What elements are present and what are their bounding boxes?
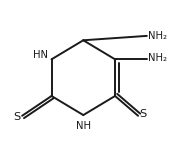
Text: HN: HN bbox=[32, 50, 48, 60]
Text: NH: NH bbox=[76, 121, 91, 131]
Text: S: S bbox=[13, 112, 21, 122]
Text: S: S bbox=[140, 109, 147, 119]
Text: NH₂: NH₂ bbox=[148, 53, 167, 63]
Text: NH₂: NH₂ bbox=[148, 31, 167, 41]
